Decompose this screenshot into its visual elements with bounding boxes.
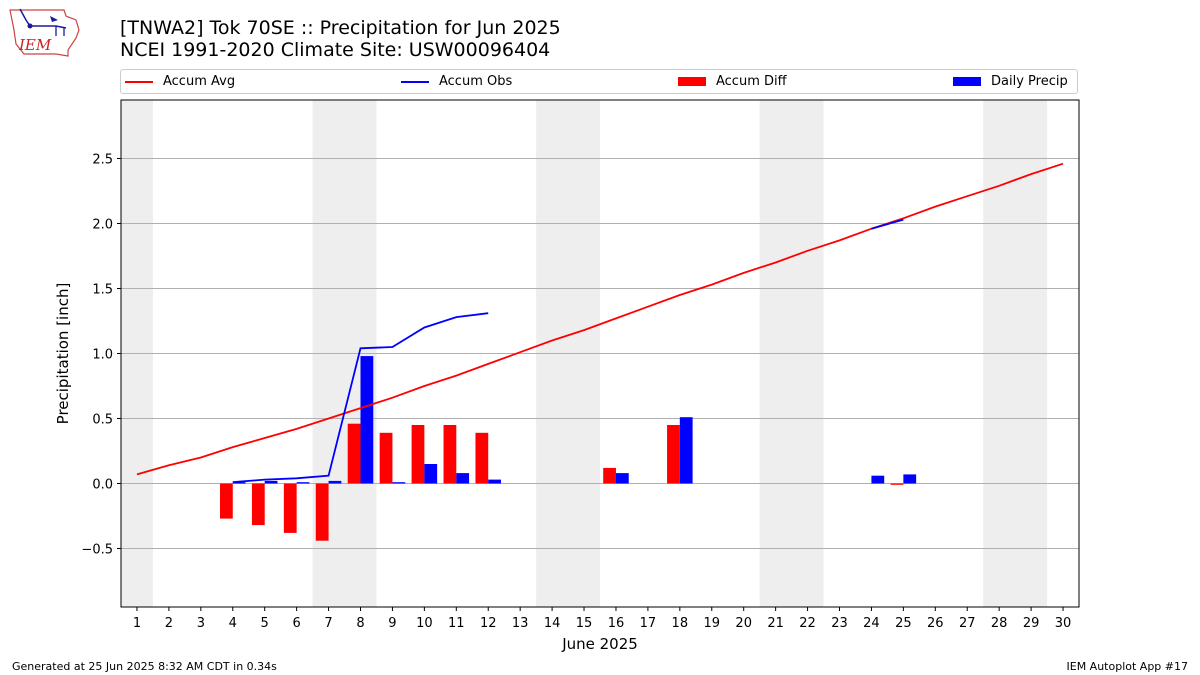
x-tick-label-29: 29 xyxy=(1023,616,1040,631)
logo-text: IEM xyxy=(18,36,52,54)
chart-subtitle: NCEI 1991-2020 Climate Site: USW00096404 xyxy=(120,39,551,61)
x-tick-label-20: 20 xyxy=(735,616,752,631)
x-tick-label-2: 2 xyxy=(165,616,173,631)
legend-swatch-accum-avg xyxy=(125,80,153,83)
y-tick-label-3: 1.0 xyxy=(92,348,113,363)
daily-precip-bar-25 xyxy=(903,474,917,484)
y-tick-label-6: 2.5 xyxy=(92,153,113,168)
x-tick-label-6: 6 xyxy=(292,616,300,631)
x-tick-label-27: 27 xyxy=(959,616,976,631)
daily-precip-bar-5 xyxy=(264,480,278,484)
x-tick-label-15: 15 xyxy=(576,616,593,631)
x-tick-label-5: 5 xyxy=(261,616,269,631)
legend-item-accum-diff: Accum Diff xyxy=(678,74,787,89)
x-tick-label-23: 23 xyxy=(831,616,848,631)
x-tick-label-13: 13 xyxy=(512,616,529,631)
accum-diff-bar-8 xyxy=(347,423,361,484)
accum-diff-bar-16 xyxy=(603,467,616,484)
y-tick-label-4: 1.5 xyxy=(92,283,113,298)
x-tick-label-22: 22 xyxy=(799,616,816,631)
y-tick-label-1: 0.0 xyxy=(92,478,113,493)
legend-item-daily-precip: Daily Precip xyxy=(953,74,1068,89)
accum-diff-bar-18 xyxy=(667,425,680,484)
x-tick-label-17: 17 xyxy=(640,616,657,631)
iem-iowa-logo-icon: IEM xyxy=(9,8,80,57)
x-tick-label-28: 28 xyxy=(991,616,1008,631)
accum-obs-line-1 xyxy=(871,218,904,230)
x-tick-label-11: 11 xyxy=(448,616,465,631)
x-tick-label-30: 30 xyxy=(1055,616,1072,631)
x-tick-label-3: 3 xyxy=(197,616,205,631)
x-tick-label-14: 14 xyxy=(544,616,561,631)
accum-diff-bar-25 xyxy=(890,483,904,485)
legend-swatch-accum-obs xyxy=(401,80,429,83)
daily-precip-bar-24 xyxy=(871,475,885,484)
daily-precip-bar-7 xyxy=(328,480,342,484)
legend-swatch-daily-precip xyxy=(953,77,981,86)
legend-item-accum-obs: Accum Obs xyxy=(401,74,512,89)
daily-precip-bar-18 xyxy=(679,417,693,484)
footer-generated: Generated at 25 Jun 2025 8:32 AM CDT in … xyxy=(12,660,277,673)
y-tick-label-2: 0.5 xyxy=(92,413,113,428)
legend-label-accum-obs: Accum Obs xyxy=(439,74,513,89)
x-tick-label-1: 1 xyxy=(133,616,141,631)
daily-precip-bar-11 xyxy=(456,473,470,484)
y-tick-label-5: 2.0 xyxy=(92,218,113,233)
legend-label-daily-precip: Daily Precip xyxy=(991,74,1068,89)
x-tick-label-8: 8 xyxy=(356,616,364,631)
y-axis-label: Precipitation [inch] xyxy=(54,283,72,425)
x-axis-label: June 2025 xyxy=(561,635,638,653)
chart-legend: Accum Avg Accum Obs Accum Diff Daily Pre… xyxy=(120,69,1078,94)
accum-diff-bar-7 xyxy=(315,483,329,541)
iem-logo: IEM xyxy=(6,4,82,64)
legend-swatch-accum-diff xyxy=(678,77,706,86)
accum-diff-bar-9 xyxy=(379,432,393,484)
x-tick-label-19: 19 xyxy=(703,616,720,631)
daily-precip-bar-6 xyxy=(296,482,310,484)
x-tick-label-16: 16 xyxy=(608,616,625,631)
legend-label-accum-diff: Accum Diff xyxy=(716,74,787,89)
x-tick-label-26: 26 xyxy=(927,616,944,631)
accum-diff-bar-5 xyxy=(251,483,265,526)
daily-precip-bar-4 xyxy=(232,482,246,484)
footer-app: IEM Autoplot App #17 xyxy=(1066,660,1189,673)
accum-diff-bar-10 xyxy=(411,425,425,484)
x-tick-label-4: 4 xyxy=(229,616,237,631)
daily-precip-bar-9 xyxy=(392,482,406,484)
x-tick-label-12: 12 xyxy=(480,616,497,631)
x-tick-label-18: 18 xyxy=(672,616,689,631)
x-tick-label-21: 21 xyxy=(767,616,784,631)
accum-diff-bar-12 xyxy=(475,432,489,484)
x-tick-label-9: 9 xyxy=(388,616,396,631)
legend-item-accum-avg: Accum Avg xyxy=(125,74,235,89)
x-tick-label-24: 24 xyxy=(863,616,880,631)
daily-precip-bar-10 xyxy=(424,464,438,484)
x-tick-label-7: 7 xyxy=(324,616,332,631)
daily-precip-bar-16 xyxy=(615,473,629,484)
x-tick-label-25: 25 xyxy=(895,616,912,631)
daily-precip-bar-12 xyxy=(488,479,502,484)
daily-precip-bar-8 xyxy=(360,356,374,484)
legend-label-accum-avg: Accum Avg xyxy=(163,74,236,89)
accum-obs-line-0 xyxy=(232,312,489,484)
chart-title: [TNWA2] Tok 70SE :: Precipitation for Ju… xyxy=(120,17,561,39)
accum-diff-bar-6 xyxy=(283,483,297,533)
y-tick-label-0: −0.5 xyxy=(81,543,113,558)
accum-diff-bar-11 xyxy=(443,425,457,484)
x-tick-label-10: 10 xyxy=(416,616,433,631)
plot-frame xyxy=(120,99,1080,608)
accum-avg-line xyxy=(136,162,1064,476)
accum-diff-bar-4 xyxy=(219,483,233,519)
